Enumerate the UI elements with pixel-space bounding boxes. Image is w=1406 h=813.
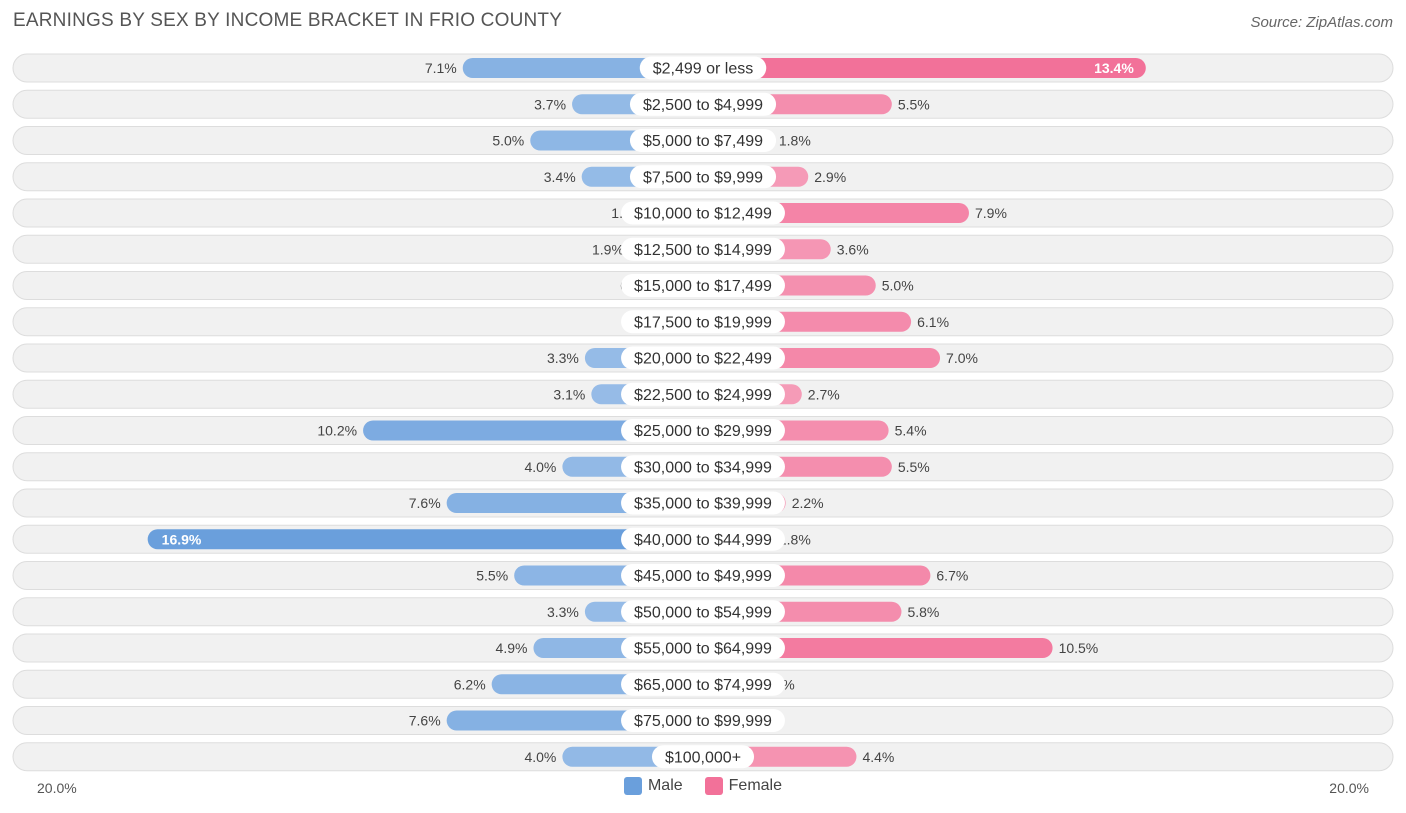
category-label: $5,000 to $7,499 [643, 133, 763, 150]
male-value-label: 7.6% [409, 713, 441, 729]
male-bar[interactable] [363, 420, 703, 441]
category-pill [621, 419, 785, 442]
axis-right-label: 20.0% [1329, 780, 1369, 796]
female-value-label: 13.4% [1094, 60, 1134, 76]
male-value-label: 4.9% [496, 640, 528, 656]
legend-item-female[interactable]: Female [704, 777, 783, 795]
category-pill [651, 745, 755, 769]
male-value-label: 7.6% [409, 495, 441, 511]
male-value-label: 1.9% [592, 241, 624, 257]
category-label: $10,000 to $12,499 [634, 206, 772, 223]
category-label: $12,500 to $14,999 [634, 242, 772, 259]
legend-item-male[interactable]: Male [623, 777, 683, 795]
category-pill [629, 165, 777, 189]
male-bar[interactable] [147, 529, 704, 550]
female-value-label: 4.4% [862, 749, 894, 765]
male-value-label: 3.3% [547, 350, 579, 366]
female-value-label: 5.4% [895, 423, 927, 439]
category-label: $50,000 to $54,999 [634, 604, 772, 621]
category-pill [621, 382, 785, 406]
male-value-label: 5.5% [476, 568, 508, 584]
female-bar[interactable] [703, 638, 1053, 658]
chart-title: EARNINGS BY SEX BY INCOME BRACKET IN FRI… [13, 10, 563, 31]
female-value-label: 5.5% [898, 96, 930, 112]
category-pill [621, 709, 785, 732]
female-value-label: 2.7% [808, 386, 840, 402]
category-label: $75,000 to $99,999 [634, 713, 772, 730]
male-value-label: 3.4% [544, 169, 576, 185]
category-label: $25,000 to $29,999 [634, 423, 772, 440]
female-value-label: 3.6% [837, 241, 869, 257]
category-pill [639, 56, 767, 80]
female-value-label: 2.9% [814, 169, 846, 185]
male-value-label: 3.3% [547, 604, 579, 620]
category-label: $20,000 to $22,499 [634, 351, 772, 368]
category-pill [621, 310, 785, 334]
category-label: $35,000 to $39,999 [634, 496, 772, 513]
male-value-label: 5.0% [492, 133, 524, 149]
category-label: $22,500 to $24,999 [634, 387, 772, 404]
category-pill [621, 274, 785, 297]
female-value-label: 1.8% [779, 531, 811, 547]
category-label: $2,500 to $4,999 [643, 97, 763, 114]
female-value-label: 7.9% [975, 205, 1007, 221]
category-label: $30,000 to $34,999 [634, 459, 772, 476]
male-value-label: 4.0% [524, 749, 556, 765]
legend-label-female: Female [728, 777, 783, 794]
female-value-label: 6.1% [917, 314, 949, 330]
male-value-label: 3.1% [553, 386, 585, 402]
category-pill [621, 201, 785, 225]
female-value-label: 7.0% [946, 350, 978, 366]
category-label: $17,500 to $19,999 [634, 314, 772, 331]
category-label: $2,499 or less [653, 61, 754, 78]
male-value-label: 6.2% [454, 676, 486, 692]
category-label: $40,000 to $44,999 [634, 532, 772, 549]
category-label: $65,000 to $74,999 [634, 677, 772, 694]
category-pill [621, 600, 785, 624]
female-value-label: 2.2% [792, 495, 824, 511]
category-pill [621, 455, 785, 479]
category-label: $45,000 to $49,999 [634, 568, 772, 585]
category-pill [621, 491, 785, 515]
category-pill [621, 636, 785, 660]
category-pill [621, 527, 785, 551]
category-pill [629, 129, 777, 152]
category-pill [621, 564, 785, 587]
female-value-label: 5.0% [882, 278, 914, 294]
male-value-label: 10.2% [317, 423, 357, 439]
legend: Male Female [0, 777, 1406, 795]
male-value-label: 7.1% [425, 60, 457, 76]
axis-left-label: 20.0% [37, 780, 77, 796]
female-value-label: 6.7% [936, 568, 968, 584]
male-value-label: 3.7% [534, 96, 566, 112]
female-value-label: 5.5% [898, 459, 930, 475]
legend-swatch-male [623, 777, 642, 795]
male-value-label: 4.0% [524, 459, 556, 475]
female-value-label: 1.8% [779, 133, 811, 149]
female-bar[interactable] [703, 58, 1146, 78]
category-pill [621, 346, 785, 370]
category-pill [629, 92, 777, 116]
category-label: $100,000+ [665, 749, 741, 766]
legend-swatch-female [704, 777, 723, 795]
female-value-label: 10.5% [1059, 640, 1099, 656]
category-label: $55,000 to $64,999 [634, 641, 772, 658]
category-label: $7,500 to $9,999 [643, 169, 763, 186]
category-label: $15,000 to $17,499 [634, 278, 772, 295]
female-value-label: 5.8% [907, 604, 939, 620]
legend-label-male: Male [647, 777, 683, 794]
category-pill [621, 237, 785, 261]
source-label: Source: ZipAtlas.com [1250, 14, 1393, 31]
male-value-label: 16.9% [162, 531, 202, 547]
category-pill [621, 672, 785, 696]
